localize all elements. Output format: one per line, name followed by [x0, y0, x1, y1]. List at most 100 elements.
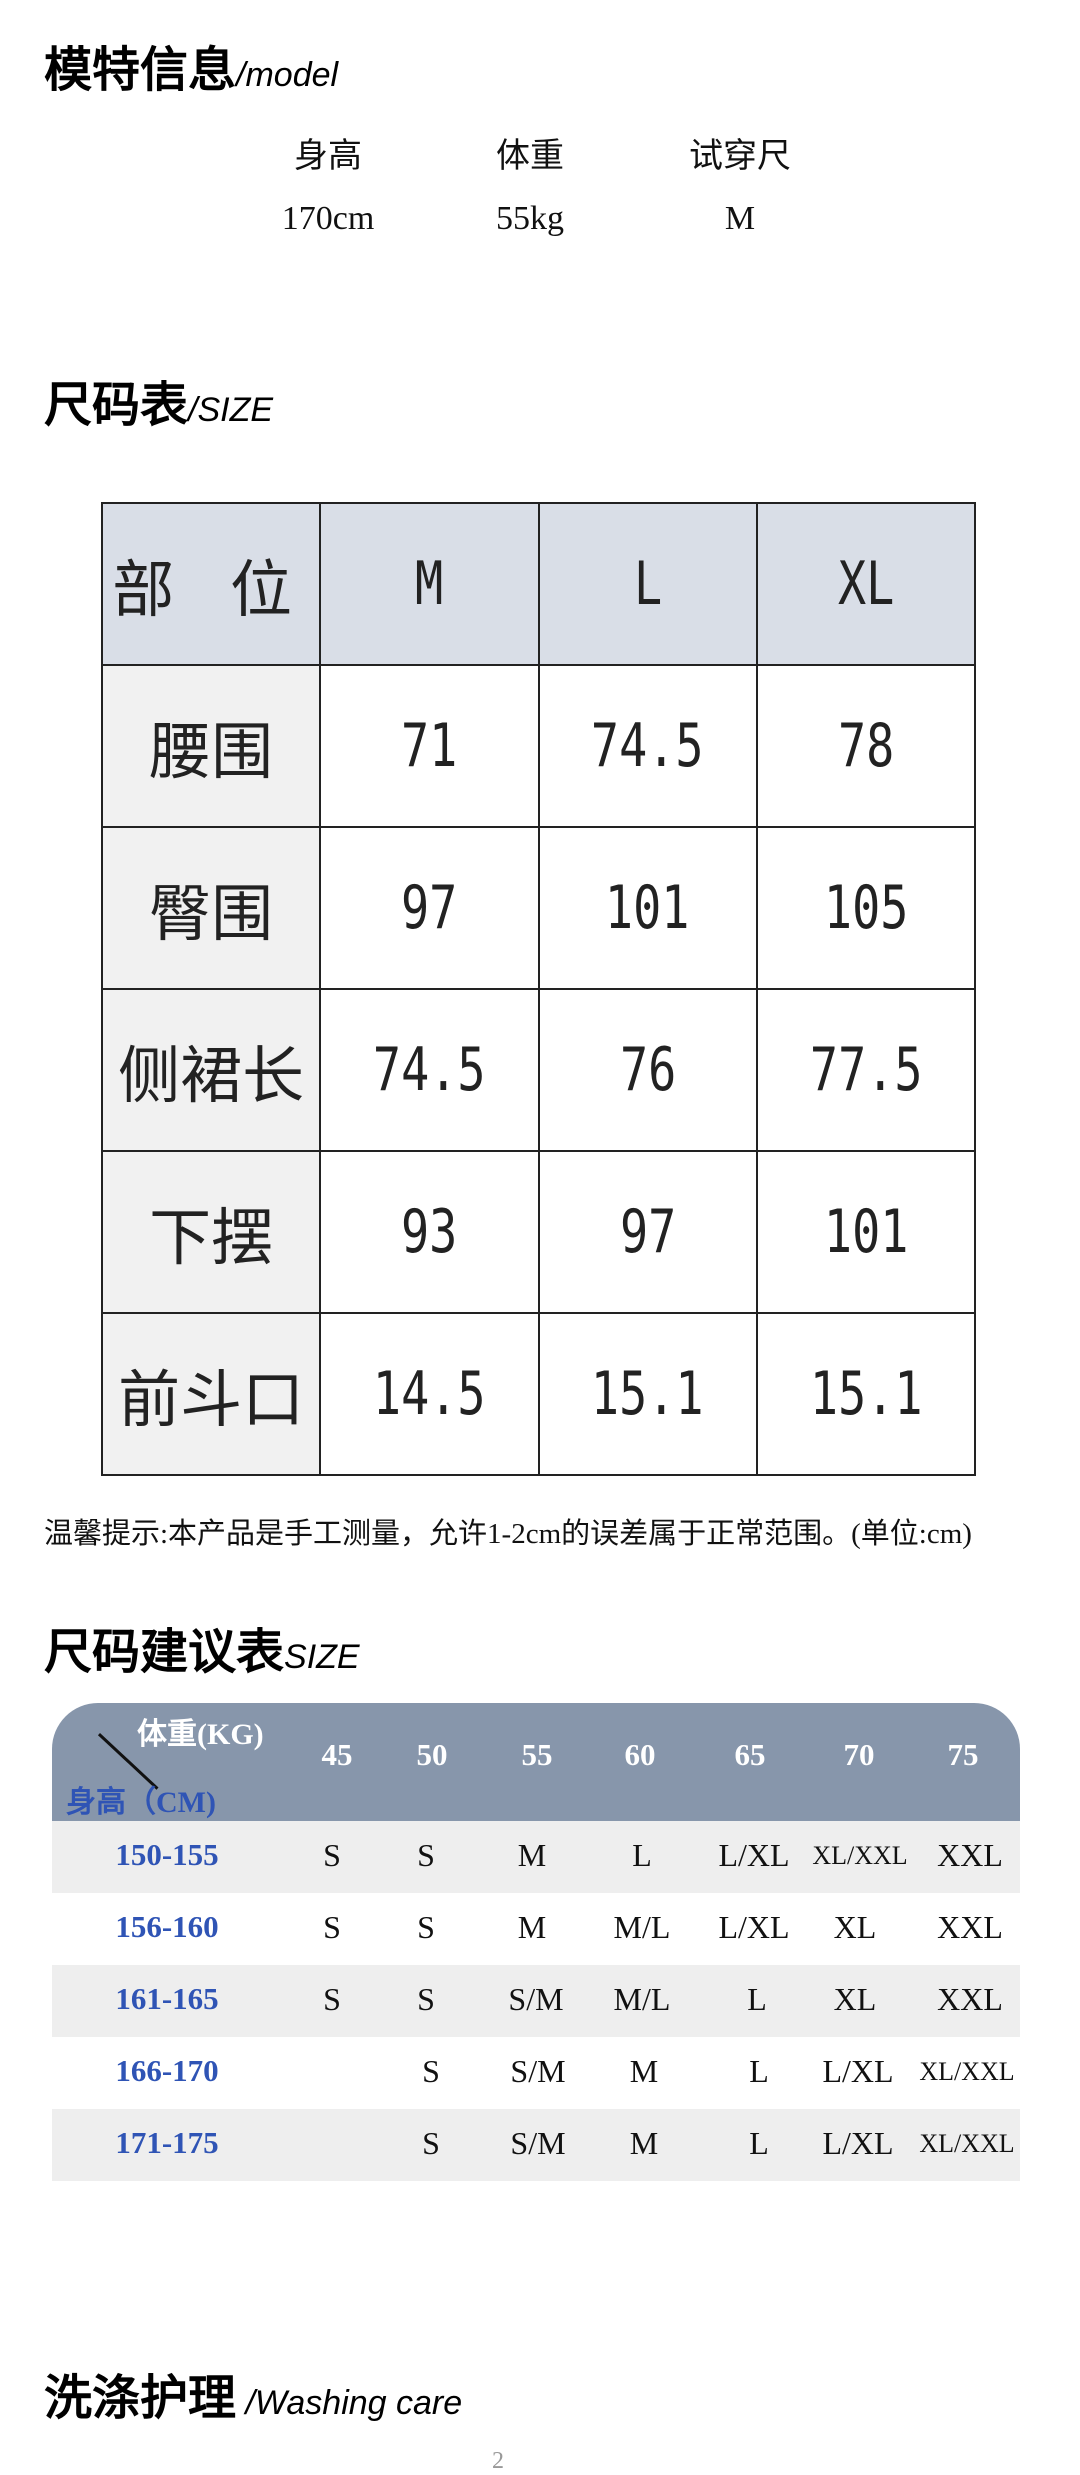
- size-chart-title-cn: 尺码表: [44, 379, 189, 432]
- height-range: 156-160: [115, 1909, 219, 1944]
- size-suggestion-table: 体重(KG) 身高（CM) 45 50 55 60 65 70 75 150-1…: [52, 1703, 1020, 2181]
- size-cell: 97: [319, 826, 540, 990]
- size-chart-header-row: 部 位 M L XL: [100, 502, 977, 666]
- suggestion-row: 161-165 S S S/M M/L L XL XXL: [52, 1965, 1020, 2037]
- model-label-weight: 体重: [496, 138, 564, 175]
- weight-col: 70: [843, 1737, 875, 1772]
- size-suggestion: S/M: [510, 2053, 566, 2089]
- size-suggestion: L/XL: [822, 2125, 894, 2161]
- washing-title-en: /Washing care: [236, 2384, 463, 2422]
- size-suggestion: L: [749, 2125, 769, 2161]
- size-header-m-text: M: [415, 549, 444, 619]
- size-suggestion: S: [323, 1981, 341, 2017]
- size-chart-title-en: /SIZE: [188, 391, 274, 429]
- size-row-waist: 腰围 71 74.5 78: [100, 664, 977, 828]
- height-axis-label: 身高（CM): [66, 1786, 216, 1819]
- model-label-size: 试穿尺: [689, 138, 791, 175]
- size-cell: 74.5: [319, 988, 540, 1152]
- model-label-height: 身高: [294, 138, 362, 175]
- size-suggestion: S/M: [510, 2125, 566, 2161]
- size-cell: 77.5: [755, 988, 977, 1152]
- size-cell-text: 74.5: [591, 711, 704, 781]
- height-range: 166-170: [115, 2053, 219, 2088]
- size-chart-table: 部 位 M L XL 腰围 71 74.5 78 臀围 97 101 105 侧…: [100, 502, 977, 1476]
- size-chart-title: 尺码表/SIZE: [44, 365, 273, 435]
- suggestion-header: 体重(KG) 身高（CM) 45 50 55 60 65 70 75: [52, 1703, 1020, 1821]
- size-cell: 15.1: [755, 1312, 977, 1476]
- weight-col: 45: [321, 1737, 353, 1772]
- size-cell: 97: [537, 1150, 758, 1314]
- size-part-label: 臀围: [100, 826, 322, 990]
- page-mark: 2: [492, 2448, 504, 2474]
- size-suggestion: S/M: [508, 1981, 564, 2017]
- size-cell: 101: [755, 1150, 977, 1314]
- size-cell-text: 77.5: [809, 1035, 923, 1105]
- size-cell-text: 14.5: [373, 1359, 486, 1429]
- suggestion-title: 尺码建议表SIZE: [44, 1612, 360, 1682]
- model-value-size: M: [724, 200, 756, 237]
- size-suggestion: XXL: [937, 1909, 1003, 1945]
- size-suggestion: M: [629, 2125, 659, 2161]
- size-suggestion: L: [632, 1837, 652, 1873]
- size-suggestion: S: [422, 2053, 440, 2089]
- size-suggestion: M: [517, 1837, 547, 1873]
- size-suggestion: S: [417, 1981, 435, 2017]
- size-cell: 15.1: [537, 1312, 758, 1476]
- size-suggestion: XXL: [937, 1837, 1003, 1873]
- height-range: 171-175: [115, 2125, 219, 2160]
- size-header-l-text: L: [633, 549, 662, 619]
- weight-col: 55: [521, 1737, 553, 1772]
- model-title: 模特信息/model: [44, 30, 338, 100]
- model-title-cn: 模特信息: [44, 44, 237, 97]
- weight-axis-label: 体重(KG): [137, 1718, 264, 1751]
- size-suggestion: M/L: [613, 1909, 671, 1945]
- size-cell: 101: [537, 826, 758, 990]
- washing-title-cn: 洗涤护理: [44, 2372, 237, 2425]
- suggestion-row: 166-170 S S/M M L L/XL XL/XXL: [52, 2037, 1020, 2109]
- size-cell: 105: [755, 826, 977, 990]
- size-suggestion: XL/XXL: [919, 2057, 1015, 2086]
- size-cell: 78: [755, 664, 977, 828]
- size-header-xl: XL: [755, 502, 977, 666]
- size-row-hip: 臀围 97 101 105: [100, 826, 977, 990]
- size-cell-text: 105: [823, 873, 909, 943]
- height-range: 150-155: [115, 1837, 219, 1872]
- washing-title: 洗涤护理 /Washing care: [44, 2358, 462, 2428]
- size-suggestion: XL: [833, 1981, 877, 2017]
- size-suggestion: XL: [833, 1909, 877, 1945]
- size-cell: 93: [319, 1150, 540, 1314]
- size-cell: 76: [537, 988, 758, 1152]
- size-cell-text: 74.5: [373, 1035, 486, 1105]
- size-cell: 14.5: [319, 1312, 540, 1476]
- size-row-front-opening: 前斗口 14.5 15.1 15.1: [100, 1312, 977, 1476]
- size-part-label: 前斗口: [100, 1312, 322, 1476]
- size-header-l: L: [537, 502, 758, 666]
- size-cell: 71: [319, 664, 540, 828]
- model-value-height: 170cm: [281, 200, 375, 237]
- suggestion-title-cn: 尺码建议表: [44, 1626, 285, 1679]
- size-cell-text: 78: [837, 711, 895, 781]
- height-range: 161-165: [115, 1981, 219, 2016]
- size-suggestion: S: [417, 1909, 435, 1945]
- size-row-side-length: 侧裙长 74.5 76 77.5: [100, 988, 977, 1152]
- size-cell-text: 15.1: [809, 1359, 923, 1429]
- size-part-label: 腰围: [100, 664, 322, 828]
- size-row-hem: 下摆 93 97 101: [100, 1150, 977, 1314]
- size-suggestion: L/XL: [718, 1837, 790, 1873]
- size-cell-text: 97: [401, 873, 458, 943]
- measurement-note: 温馨提示:本产品是手工测量，允许1-2cm的误差属于正常范围。(单位:cm): [44, 1518, 972, 1550]
- suggestion-row: 156-160 S S M M/L L/XL XL XXL: [52, 1893, 1020, 1965]
- size-cell-text: 93: [401, 1197, 458, 1267]
- size-suggestion: XL/XXL: [919, 2129, 1015, 2158]
- size-cell-text: 101: [823, 1197, 909, 1267]
- size-suggestion: M: [629, 2053, 659, 2089]
- size-suggestion: S: [422, 2125, 440, 2161]
- size-suggestion: S: [417, 1837, 435, 1873]
- size-cell-text: 76: [619, 1035, 676, 1105]
- model-value-weight: 55kg: [496, 200, 564, 237]
- weight-col: 50: [416, 1737, 448, 1772]
- size-cell-text: 71: [401, 711, 458, 781]
- size-suggestion: S: [323, 1837, 341, 1873]
- size-suggestion: S: [323, 1909, 341, 1945]
- size-cell-text: 101: [605, 873, 690, 943]
